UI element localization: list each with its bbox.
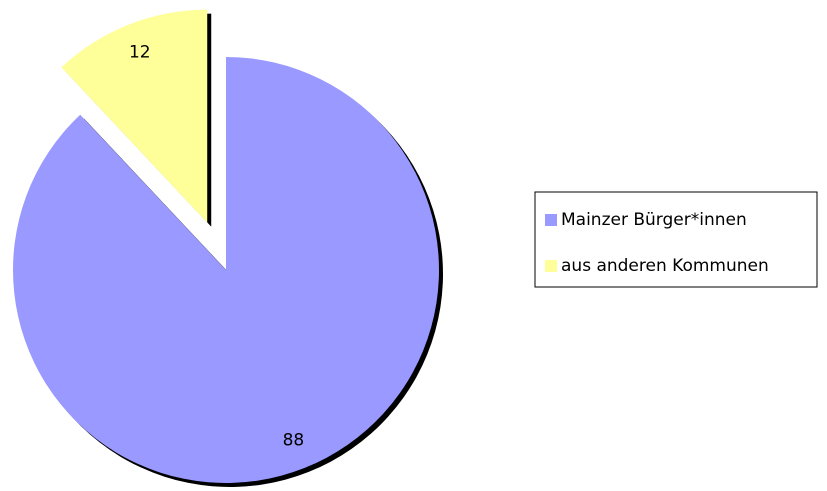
legend-swatch (545, 260, 557, 272)
legend-label: Mainzer Bürger*innen (561, 210, 747, 230)
data-label: 12 (129, 42, 151, 62)
slice (61, 9, 208, 223)
legend-swatch (545, 214, 557, 226)
slices (12, 9, 440, 484)
labels: 88 12 (129, 42, 304, 450)
legend: Mainzer Bürger*innen aus anderen Kommunen (545, 210, 769, 276)
data-label: 88 (283, 430, 305, 450)
legend-box (534, 191, 818, 288)
legend-label: aus anderen Kommunen (561, 256, 769, 276)
slice (12, 57, 440, 484)
